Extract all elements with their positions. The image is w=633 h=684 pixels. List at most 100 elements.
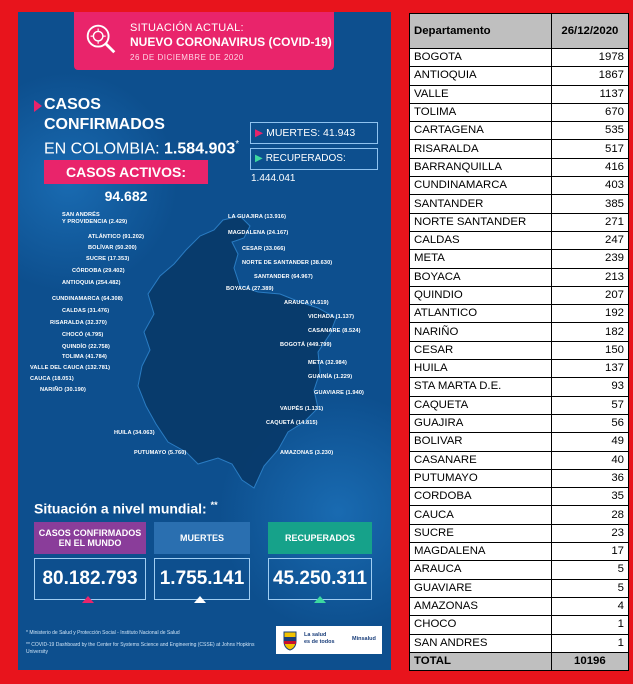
department-count: 416 — [550, 157, 630, 178]
table-row: ANTIOQUIA 1867 — [409, 66, 630, 86]
table-body: BOGOTA 1978 ANTIOQUIA 1867 VALLE 1137 TOLIMA 67… — [409, 47, 630, 653]
world-confirmed-value: 80.182.793 — [34, 558, 146, 600]
recuperados-text: RECUPERADOS: 1.444.041 — [251, 153, 346, 184]
department-name: CAQUETA — [409, 395, 552, 415]
world-deaths-header: MUERTES — [154, 522, 250, 554]
header-subtitle: SITUACIÓN ACTUAL: — [130, 22, 244, 34]
muertes-text: MUERTES: 41.943 — [266, 127, 356, 139]
table-row: CHOCO 1 — [409, 615, 630, 635]
map-label: META (32.984) — [308, 360, 347, 366]
department-count: 36 — [550, 468, 630, 489]
green-triangle-icon — [314, 596, 326, 603]
department-count: 535 — [550, 121, 630, 141]
logo-minsalud: Minsalud — [352, 636, 376, 642]
column-header-date: 26/12/2020 — [550, 13, 630, 49]
map-label: SUCRE (17.353) — [86, 256, 130, 262]
department-count: 35 — [550, 487, 630, 507]
pointer-arrow-icon — [34, 100, 42, 112]
map-label: CHOCÓ (4.795) — [62, 332, 104, 338]
header-title: NUEVO CORONAVIRUS (COVID-19) — [130, 35, 332, 49]
world-recovered-value: 45.250.311 — [268, 558, 372, 600]
department-name: ATLANTICO — [409, 304, 552, 324]
table-header-row: Departamento 26/12/2020 — [409, 13, 630, 49]
department-count: 17 — [550, 542, 630, 562]
logo-slogan: La salud es de todos — [304, 632, 335, 645]
table-row: SUCRE 23 — [409, 523, 630, 544]
department-count: 247 — [550, 230, 630, 251]
table-row: ATLANTICO 192 — [409, 304, 630, 324]
table-row: PUTUMAYO 36 — [409, 468, 630, 489]
department-count: 1137 — [550, 84, 630, 104]
map-label: ATLÁNTICO (91.202) — [88, 234, 145, 240]
map-label: NARIÑO (30.190) — [40, 387, 86, 393]
map-label: BOLÍVAR (50.200) — [88, 245, 137, 251]
department-name: ARAUCA — [409, 560, 552, 580]
casos-total: 1.584.903 — [164, 140, 236, 158]
map-label: CÓRDOBA (29.402) — [72, 268, 125, 274]
table-row: HUILA 137 — [409, 359, 630, 379]
table-row: META 239 — [409, 249, 630, 269]
table-row: CESAR 150 — [409, 340, 630, 361]
map-label: BOYACÁ (27.389) — [226, 286, 274, 292]
department-name: PUTUMAYO — [409, 468, 552, 489]
table-row: CASANARE 40 — [409, 450, 630, 470]
table-row: AMAZONAS 4 — [409, 596, 630, 617]
department-count: 385 — [550, 194, 630, 214]
department-name: ANTIOQUIA — [409, 66, 552, 86]
mundial-title: Situación a nivel mundial: ** — [34, 500, 218, 517]
colombia-map-shape — [137, 215, 337, 489]
department-name: RISARALDA — [409, 139, 552, 159]
department-name: CASANARE — [409, 450, 552, 470]
department-name: CAUCA — [409, 505, 552, 525]
table-row: BOGOTA 1978 — [409, 47, 630, 68]
table-row: GUAVIARE 5 — [409, 578, 630, 598]
department-name: SAN ANDRES — [409, 633, 552, 653]
department-count: 5 — [550, 578, 630, 598]
cases-table: Departamento 26/12/2020 BOGOTA 1978 ANTIOQ… — [409, 13, 630, 672]
table-row: VALLE 1137 — [409, 84, 630, 104]
department-count: 1 — [550, 615, 630, 635]
casos-footnote-mark: * — [235, 139, 240, 150]
map-label: LA GUAJIRA (13.916) — [228, 214, 287, 220]
covid-infographic: SITUACIÓN ACTUAL: NUEVO CORONAVIRUS (COV… — [18, 12, 391, 670]
department-name: VALLE — [409, 84, 552, 104]
department-name: BOGOTA — [409, 47, 552, 68]
department-count: 5 — [550, 560, 630, 580]
coat-of-arms-icon — [283, 631, 297, 651]
department-name: SUCRE — [409, 523, 552, 544]
virus-magnifier-icon — [86, 24, 116, 54]
department-count: 517 — [550, 139, 630, 159]
total-value: 10196 — [550, 651, 630, 672]
white-triangle-icon — [194, 596, 206, 603]
department-count: 40 — [550, 450, 630, 470]
department-count: 23 — [550, 523, 630, 544]
map-label: HUILA (34.063) — [114, 430, 155, 436]
department-count: 182 — [550, 322, 630, 342]
map-label: RISARALDA (32.370) — [50, 320, 107, 326]
map-label: AMAZONAS (3.230) — [280, 450, 334, 456]
department-name: META — [409, 249, 552, 269]
table-row: BOLIVAR 49 — [409, 432, 630, 452]
table-row: NORTE SANTANDER 271 — [409, 212, 630, 232]
header-banner: SITUACIÓN ACTUAL: NUEVO CORONAVIRUS (COV… — [74, 12, 334, 70]
department-count: 1867 — [550, 66, 630, 86]
department-name: NARIÑO — [409, 322, 552, 342]
department-count: 207 — [550, 285, 630, 306]
map-label: GUAVIARE (1.940) — [314, 390, 364, 396]
table-row: CARTAGENA 535 — [409, 121, 630, 141]
pink-triangle-icon — [82, 596, 94, 603]
map-label: VICHADA (1.137) — [308, 314, 355, 320]
department-count: 1978 — [550, 47, 630, 68]
table-row: SAN ANDRES 1 — [409, 633, 630, 653]
department-name: BARRANQUILLA — [409, 157, 552, 178]
department-name: CALDAS — [409, 230, 552, 251]
department-name: HUILA — [409, 359, 552, 379]
table-row: STA MARTA D.E. 93 — [409, 377, 630, 397]
world-deaths-value: 1.755.141 — [154, 558, 250, 600]
department-count: 403 — [550, 176, 630, 196]
department-count: 28 — [550, 505, 630, 525]
map-label: CAQUETÁ (14.815) — [266, 420, 318, 426]
department-name: TOLIMA — [409, 102, 552, 123]
mundial-title-text: Situación a nivel mundial: — [34, 500, 207, 517]
footnote-source-2: ** COVID-19 Dashboard by the Center for … — [26, 642, 255, 655]
